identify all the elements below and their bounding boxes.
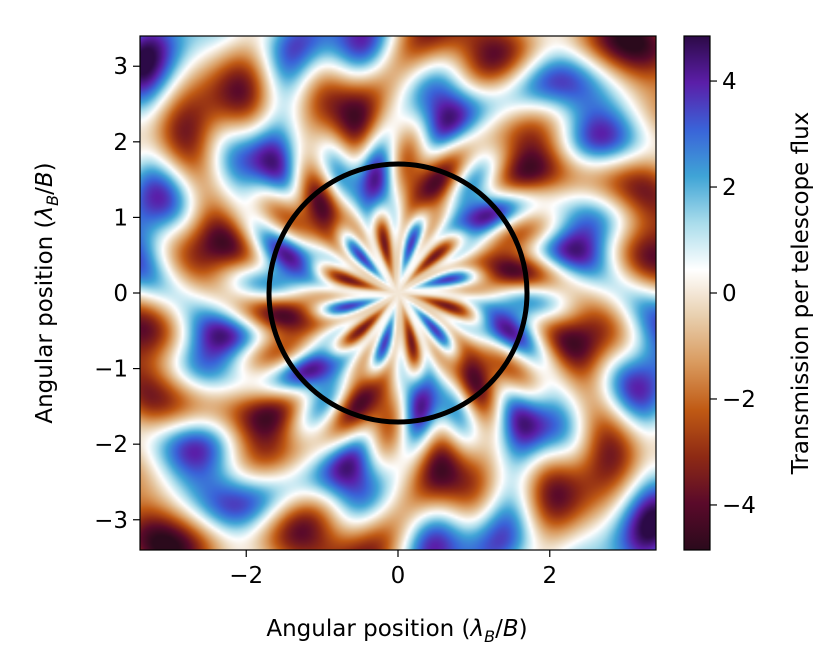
x-tick-label: 2 [542, 563, 557, 589]
y-axis-label-B: B [32, 171, 58, 187]
x-axis-label: Angular position (λB/B) [266, 616, 527, 646]
heatmap-image [140, 36, 656, 550]
y-tick-label: −2 [94, 432, 128, 458]
y-axis: −3 −2 −1 0 1 2 3 [94, 54, 140, 534]
colorbar: −4 −2 0 2 4 Transmission per telescope flux [683, 35, 814, 551]
colorbar-tick-label: 0 [722, 281, 737, 307]
y-tick-label: −3 [94, 508, 128, 534]
colorbar-tick-label: −4 [722, 493, 756, 519]
x-axis-label-slash: / [495, 616, 503, 642]
annotation-circle [266, 161, 530, 425]
x-axis: −2 0 2 [229, 550, 557, 589]
colorbar-tick-label: 4 [722, 69, 737, 95]
y-tick-label: 3 [113, 54, 128, 80]
y-tick-label: 1 [113, 205, 128, 231]
colorbar-ticks: −4 −2 0 2 4 [710, 69, 756, 519]
x-tick-label: −2 [229, 563, 263, 589]
x-axis-label-lambda: λ [469, 616, 485, 642]
y-axis-label-lambda: λ [32, 206, 58, 222]
y-tick-label: 0 [113, 281, 128, 307]
colorbar-tick-label: 2 [722, 175, 737, 201]
y-axis-label-sub: B [43, 195, 62, 206]
x-tick-label: 0 [391, 563, 406, 589]
colorbar-tick-label: −2 [722, 387, 756, 413]
plot-area [139, 35, 657, 551]
x-axis-label-main: Angular position ( [266, 616, 470, 642]
y-axis-label-slash: / [32, 187, 58, 195]
y-tick-label: −1 [94, 357, 128, 383]
y-axis-label-close: ) [32, 162, 58, 171]
x-axis-label-B: B [503, 616, 519, 642]
colorbar-label: Transmission per telescope flux [788, 112, 814, 476]
y-axis-label-main: Angular position ( [32, 220, 58, 424]
x-axis-label-close: ) [519, 616, 528, 642]
y-tick-label: 2 [113, 130, 128, 156]
colorbar-gradient [683, 35, 711, 551]
y-axis-label: Angular position (λB/B) [32, 162, 62, 423]
x-axis-label-sub: B [484, 627, 495, 646]
